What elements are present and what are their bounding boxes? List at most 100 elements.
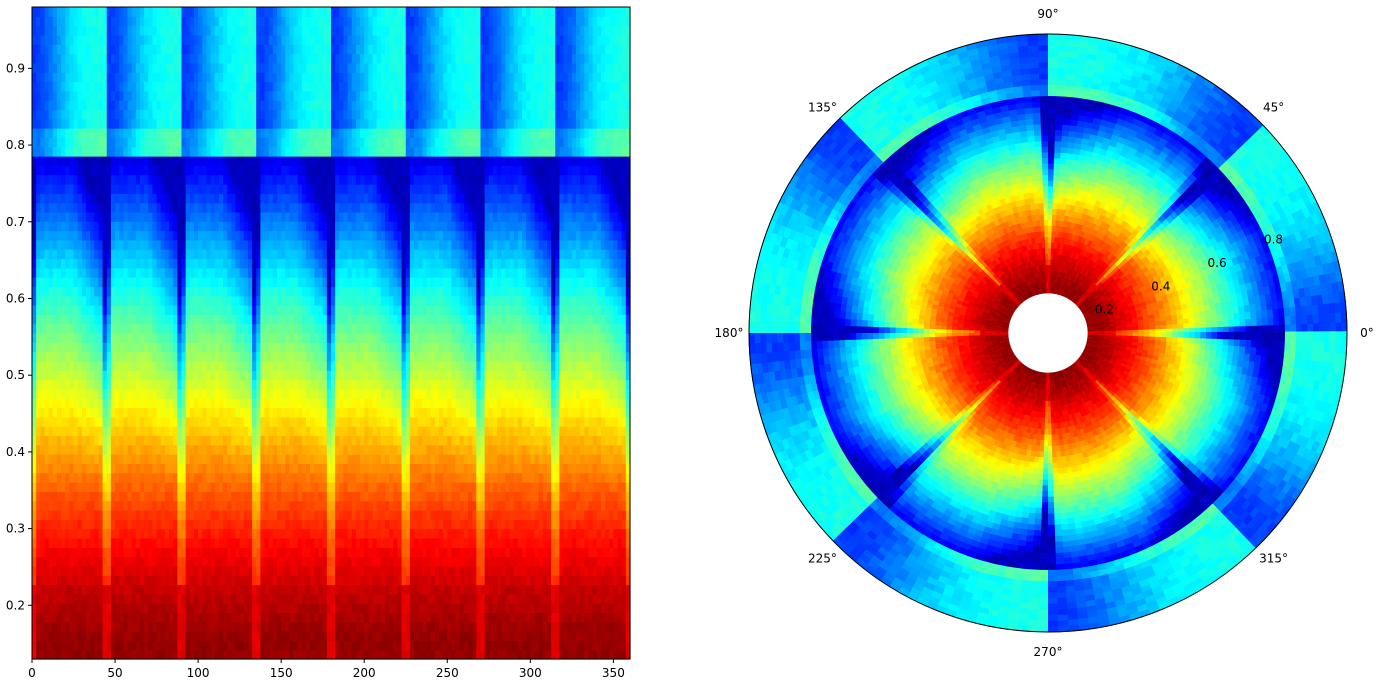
heatmap-cell (90, 631, 95, 641)
heatmap-cell (227, 482, 232, 492)
heatmap-cell (181, 565, 187, 576)
heatmap-cell (277, 565, 282, 576)
heatmap-cell (322, 16, 328, 27)
heatmap-cell (131, 631, 137, 641)
heatmap-cell (131, 649, 137, 660)
heatmap-cell (61, 388, 66, 399)
heatmap-cell (293, 72, 299, 83)
heatmap-cell (135, 547, 141, 558)
heatmap-cell (310, 72, 315, 83)
heatmap-cell (135, 500, 141, 511)
heatmap-cell (110, 333, 116, 343)
heatmap-cell (268, 239, 274, 250)
heatmap-cell (326, 472, 332, 483)
heatmap-cell (90, 342, 95, 353)
heatmap-cell (164, 519, 170, 530)
heatmap-cell (289, 249, 295, 260)
heatmap-cell (156, 407, 162, 418)
heatmap-cell (198, 556, 203, 567)
heatmap-cell (164, 509, 170, 520)
heatmap-cell (218, 509, 224, 520)
heatmap-cell (227, 62, 232, 73)
heatmap-cell (260, 221, 266, 232)
heatmap-cell (156, 631, 162, 641)
heatmap-cell (85, 267, 91, 278)
heatmap-cell (73, 370, 79, 381)
heatmap-cell (285, 34, 291, 45)
heatmap-cell (40, 407, 46, 418)
heatmap-cell (281, 109, 286, 120)
heatmap-cell (306, 72, 311, 83)
heatmap-cell (40, 435, 46, 446)
heatmap-cell (36, 500, 41, 511)
heatmap-cell (61, 109, 66, 120)
heatmap-cell (293, 295, 299, 306)
heatmap-cell (272, 528, 278, 539)
heatmap-cell (268, 556, 274, 567)
heatmap-cell (301, 388, 307, 399)
heatmap-cell (164, 463, 170, 474)
heatmap-cell (289, 193, 295, 204)
heatmap-cell (102, 342, 108, 353)
heatmap-cell (181, 426, 187, 437)
heatmap-cell (110, 351, 116, 362)
heatmap-cell (301, 463, 307, 474)
heatmap-cell (61, 53, 66, 64)
heatmap-cell (32, 314, 37, 325)
heatmap-cell (322, 631, 328, 641)
heatmap-cell (293, 575, 299, 586)
heatmap-cell (65, 388, 70, 399)
heatmap-cell (314, 426, 320, 437)
heatmap-cell (268, 351, 274, 362)
heatmap-cell (115, 44, 120, 55)
heatmap-cell (90, 556, 95, 567)
heatmap-cell (156, 612, 162, 623)
heatmap-cell (148, 519, 154, 530)
heatmap-cell (69, 388, 75, 399)
heatmap-cell (119, 90, 124, 101)
heatmap-cell (94, 118, 100, 129)
heatmap-cell (268, 137, 274, 148)
heatmap-cell (285, 258, 291, 269)
heatmap-cell (73, 388, 79, 399)
heatmap-cell (106, 519, 112, 530)
heatmap-cell (281, 565, 286, 576)
heatmap-cell (306, 193, 311, 204)
heatmap-cell (322, 398, 328, 409)
heatmap-cell (239, 53, 245, 64)
heatmap-cell (268, 258, 274, 269)
heatmap-cell (156, 500, 162, 511)
heatmap-cell (293, 137, 299, 148)
heatmap-cell (123, 435, 129, 446)
heatmap-cell (223, 193, 228, 204)
heatmap-cell (135, 305, 141, 315)
heatmap-cell (277, 472, 282, 483)
heatmap-cell (90, 305, 95, 315)
heatmap-cell (56, 118, 62, 129)
heatmap-cell (148, 221, 154, 232)
heatmap-cell (281, 202, 286, 213)
heatmap-cell (102, 351, 108, 362)
heatmap-cell (177, 640, 183, 651)
heatmap-cell (289, 72, 295, 83)
heatmap-cell (131, 547, 137, 558)
heatmap-cell (102, 593, 108, 604)
heatmap-cell (206, 435, 212, 446)
heatmap-cell (65, 463, 70, 474)
heatmap-cell (164, 62, 170, 73)
heatmap-cell (90, 649, 95, 660)
heatmap-cell (198, 305, 203, 315)
heatmap-cell (235, 388, 241, 399)
heatmap-cell (264, 286, 270, 297)
heatmap-cell (160, 72, 166, 83)
heatmap-cell (123, 649, 129, 660)
heatmap-cell (189, 463, 195, 474)
heatmap-cell (160, 295, 166, 306)
heatmap-cell (293, 482, 299, 492)
heatmap-cell (110, 146, 116, 157)
heatmap-cell (135, 72, 141, 83)
heatmap-cell (310, 53, 315, 64)
heatmap-cell (243, 249, 249, 260)
heatmap-cell (202, 100, 208, 111)
heatmap-cell (85, 62, 91, 73)
